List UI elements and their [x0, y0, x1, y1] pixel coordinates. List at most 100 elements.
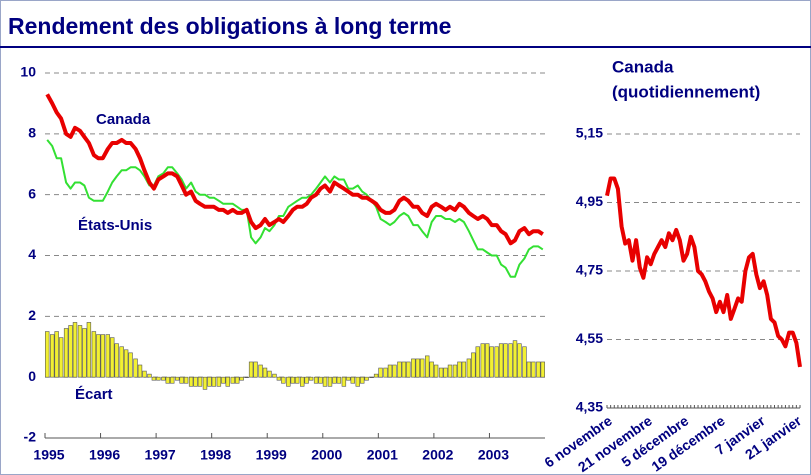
bar	[438, 367, 444, 378]
y-tick-label: 8	[28, 125, 36, 141]
bar	[498, 343, 504, 378]
bar	[230, 376, 235, 384]
bar	[272, 373, 277, 378]
x-tick-label: 1998	[200, 447, 231, 463]
y-tick-label: -2	[24, 429, 37, 445]
bar	[485, 343, 490, 378]
bar	[235, 376, 240, 384]
bar	[72, 322, 78, 378]
series-line	[46, 139, 544, 278]
bar	[369, 376, 374, 378]
series-label: Écart	[75, 386, 113, 403]
bar	[267, 370, 272, 378]
bar	[197, 376, 203, 387]
x-tick-label: 2003	[478, 447, 509, 463]
panel-subtitle: (quotidiennement)	[612, 82, 760, 101]
bar	[443, 367, 448, 378]
bar	[82, 328, 87, 378]
bar	[188, 376, 194, 387]
bar	[526, 361, 532, 378]
x-tick-label: 2000	[311, 447, 342, 463]
y-tick-label: 2	[28, 307, 36, 323]
series-label: États-Unis	[78, 217, 152, 234]
bar	[110, 337, 115, 378]
bar	[457, 361, 462, 378]
bar	[373, 373, 379, 378]
bar	[392, 364, 397, 378]
bar	[100, 334, 105, 378]
y-tick-label: 4,75	[576, 262, 603, 278]
x-tick-label: 1997	[145, 447, 176, 463]
bar	[411, 358, 416, 378]
series-label: Canada	[96, 111, 151, 128]
bar	[433, 364, 439, 378]
bar	[156, 376, 161, 381]
bar	[225, 376, 230, 387]
bar	[327, 376, 333, 387]
x-tick-label: 1995	[33, 447, 64, 463]
bar	[91, 331, 97, 378]
bar	[300, 376, 305, 387]
bar	[401, 361, 407, 378]
bar	[183, 376, 189, 384]
bar	[322, 376, 328, 387]
panel-title: Canada	[612, 57, 674, 76]
y-tick-label: 4,55	[576, 330, 603, 346]
bar	[536, 361, 541, 378]
bar	[341, 376, 347, 387]
bar	[244, 376, 249, 378]
bar	[128, 352, 133, 378]
bar	[480, 343, 485, 378]
bar	[350, 376, 355, 384]
y-tick-label: 4,35	[576, 399, 603, 415]
bar	[137, 364, 143, 378]
bar	[429, 361, 434, 378]
bar	[383, 367, 388, 378]
bar	[447, 364, 453, 378]
bar	[50, 334, 55, 378]
bar	[332, 376, 337, 384]
bar	[248, 361, 254, 378]
x-tick-label: 1996	[89, 447, 120, 463]
bar	[318, 376, 323, 384]
bar	[522, 346, 527, 378]
bar	[207, 376, 212, 387]
bar	[531, 361, 536, 378]
bar	[96, 334, 101, 378]
bar	[336, 376, 342, 384]
bar	[489, 346, 494, 378]
bar	[239, 376, 244, 381]
bar	[211, 376, 217, 387]
page-title: Rendement des obligations à long terme	[8, 13, 451, 39]
bar	[475, 346, 480, 378]
bar	[420, 358, 425, 378]
bar	[179, 376, 184, 384]
bar	[503, 343, 508, 378]
bar	[151, 376, 157, 381]
bar	[258, 364, 263, 378]
bar	[68, 325, 73, 378]
bar	[494, 346, 499, 378]
y-tick-label: 10	[20, 64, 36, 80]
bar	[295, 376, 300, 384]
x-tick-label: 1999	[256, 447, 287, 463]
bar	[202, 376, 208, 390]
bar	[133, 358, 138, 378]
bar	[290, 376, 295, 384]
bar	[123, 349, 129, 378]
bar	[346, 376, 351, 381]
y-tick-label: 4,95	[576, 193, 603, 209]
bar	[170, 376, 175, 384]
y-tick-label: 4	[28, 246, 36, 262]
bar	[461, 361, 467, 378]
bar	[86, 322, 92, 378]
bar	[142, 370, 147, 378]
bar	[119, 346, 124, 378]
bar	[360, 376, 365, 384]
bar	[216, 376, 222, 387]
bar	[105, 334, 110, 378]
bar	[517, 343, 522, 378]
bar	[512, 340, 518, 378]
bar	[114, 343, 119, 378]
bar	[54, 331, 59, 378]
